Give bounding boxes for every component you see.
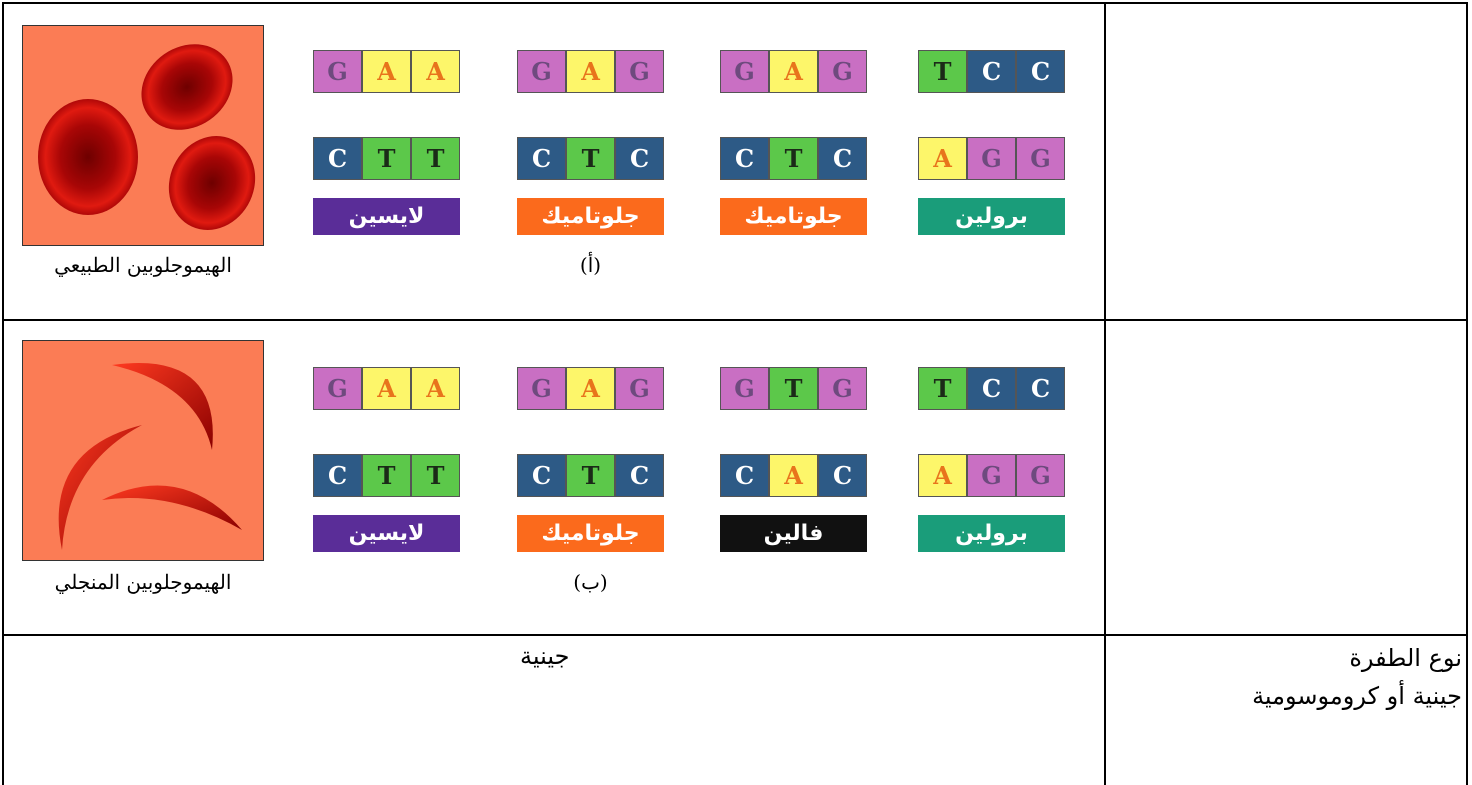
caption: الهيموجلوبين المنجلي	[54, 570, 232, 594]
base: G	[313, 50, 362, 93]
base: A	[918, 137, 967, 180]
mutation-label: جينية أو كروموسومية	[1252, 682, 1462, 710]
amino-acid: لايسين	[313, 198, 460, 235]
note: (أ)	[579, 253, 602, 277]
amino-acid: جلوتاميك	[720, 198, 867, 235]
base: C	[313, 454, 362, 497]
base: G	[967, 137, 1016, 180]
base: G	[517, 50, 566, 93]
amino-acid: برولين	[918, 198, 1065, 235]
table-border	[2, 319, 1468, 321]
base: A	[566, 50, 615, 93]
note: (ب)	[573, 570, 608, 594]
base: C	[1016, 50, 1065, 93]
base: G	[967, 454, 1016, 497]
base: C	[967, 50, 1016, 93]
base: A	[769, 50, 818, 93]
base: T	[411, 137, 460, 180]
base: T	[362, 137, 411, 180]
base: C	[818, 137, 867, 180]
base: C	[615, 454, 664, 497]
sickle-cells-image	[22, 340, 264, 561]
base: C	[720, 454, 769, 497]
base: A	[362, 50, 411, 93]
base: T	[769, 137, 818, 180]
base: G	[517, 367, 566, 410]
base: A	[769, 454, 818, 497]
base: G	[1016, 137, 1065, 180]
base: G	[818, 50, 867, 93]
base: T	[566, 137, 615, 180]
table-border	[2, 2, 4, 785]
normal-cells-image	[22, 25, 264, 246]
table-border	[2, 634, 1468, 636]
base: T	[918, 367, 967, 410]
table-border	[1466, 2, 1468, 785]
table-border	[2, 2, 1468, 4]
amino-acid: جلوتاميك	[517, 515, 664, 552]
mutation-answer: جينية	[520, 642, 570, 670]
base: A	[411, 367, 460, 410]
base: A	[362, 367, 411, 410]
caption: الهيموجلوبين الطبيعي	[54, 253, 232, 277]
mutation-label: نوع الطفرة	[1349, 644, 1462, 672]
base: C	[967, 367, 1016, 410]
table-border	[1104, 2, 1106, 785]
amino-acid: لايسين	[313, 515, 460, 552]
amino-acid: برولين	[918, 515, 1065, 552]
base: C	[313, 137, 362, 180]
base: C	[1016, 367, 1065, 410]
base: G	[313, 367, 362, 410]
amino-acid: فالين	[720, 515, 867, 552]
base: A	[411, 50, 460, 93]
base: A	[918, 454, 967, 497]
amino-acid: جلوتاميك	[517, 198, 664, 235]
base: C	[818, 454, 867, 497]
base: G	[720, 367, 769, 410]
base: T	[411, 454, 460, 497]
base: C	[615, 137, 664, 180]
base: A	[566, 367, 615, 410]
base: C	[517, 137, 566, 180]
base: G	[615, 367, 664, 410]
base: G	[1016, 454, 1065, 497]
base: C	[517, 454, 566, 497]
base: T	[362, 454, 411, 497]
base: G	[818, 367, 867, 410]
base: T	[918, 50, 967, 93]
base: T	[566, 454, 615, 497]
base: G	[720, 50, 769, 93]
base: C	[720, 137, 769, 180]
base: T	[769, 367, 818, 410]
base: G	[615, 50, 664, 93]
